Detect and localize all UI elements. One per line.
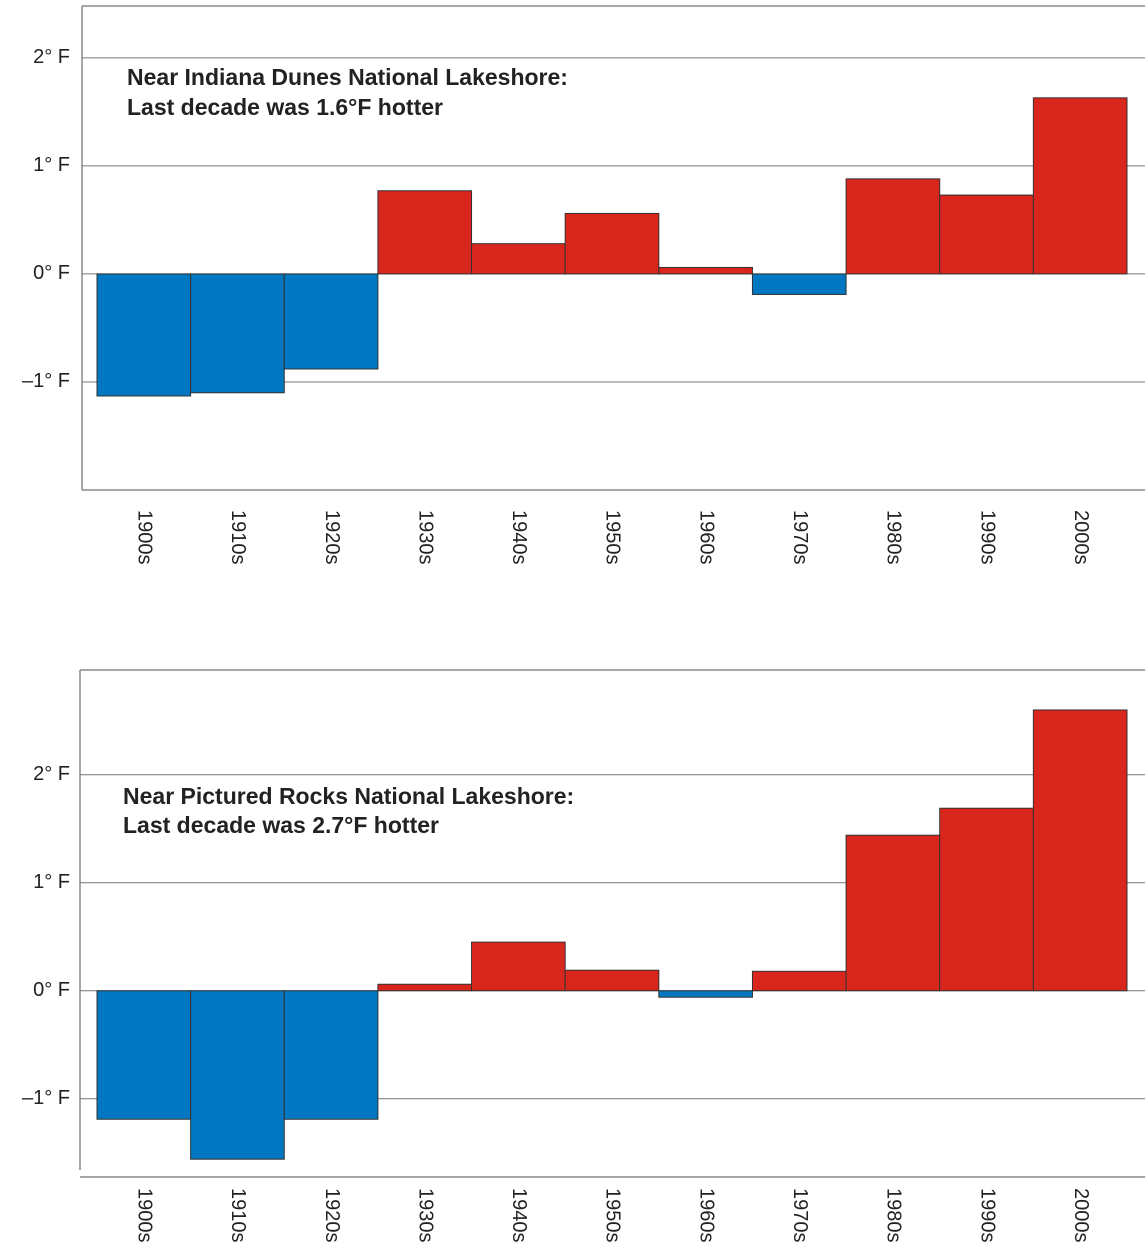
annotation: Last decade was 2.7°F hotter bbox=[123, 812, 439, 838]
x-tick-label: 1940s bbox=[508, 510, 530, 565]
bar bbox=[564, 969, 660, 992]
bar bbox=[1032, 709, 1128, 992]
annotation: Near Indiana Dunes National Lakeshore: bbox=[127, 64, 568, 90]
y-tick-label: 2° F bbox=[33, 46, 70, 68]
x-tick-label: 1940s bbox=[508, 1188, 530, 1243]
y-tick-label: 0° F bbox=[33, 262, 70, 284]
annotation: Last decade was 1.6°F hotter bbox=[127, 94, 443, 120]
x-tick-label: 2000s bbox=[1070, 510, 1092, 565]
bar bbox=[96, 273, 192, 397]
x-tick-label: 2000s bbox=[1070, 1188, 1092, 1243]
x-tick-label: 1960s bbox=[695, 510, 717, 565]
bar bbox=[377, 190, 473, 275]
x-tick-label: 1960s bbox=[695, 1188, 717, 1243]
bar bbox=[190, 990, 285, 1160]
bar bbox=[564, 212, 660, 275]
y-tick-label: 0° F bbox=[33, 979, 70, 1001]
x-tick-label: 1970s bbox=[789, 510, 811, 565]
bar bbox=[283, 990, 379, 1120]
bar bbox=[1032, 97, 1128, 275]
y-tick-label: 1° F bbox=[33, 871, 70, 893]
bar bbox=[471, 941, 566, 992]
y-tick-label: –1° F bbox=[22, 370, 70, 392]
annotation: Near Pictured Rocks National Lakeshore: bbox=[123, 783, 574, 809]
bar bbox=[658, 266, 753, 275]
x-tick-label: 1990s bbox=[976, 510, 998, 564]
x-tick-label: 1920s bbox=[321, 510, 343, 565]
x-tick-label: 1910s bbox=[227, 1188, 249, 1243]
bar bbox=[658, 990, 753, 998]
x-tick-label: 1980s bbox=[883, 510, 905, 565]
bar bbox=[751, 970, 847, 992]
bar bbox=[283, 273, 379, 370]
bar bbox=[845, 178, 941, 275]
bar bbox=[377, 983, 473, 992]
y-tick-label: 2° F bbox=[33, 763, 70, 785]
x-tick-label: 1930s bbox=[414, 1188, 436, 1243]
x-tick-label: 1900s bbox=[134, 510, 156, 565]
x-tick-label: 1950s bbox=[602, 510, 624, 565]
bar bbox=[471, 243, 566, 275]
bar bbox=[939, 194, 1034, 275]
x-tick-label: 1970s bbox=[789, 1188, 811, 1243]
x-tick-label: 1950s bbox=[602, 1188, 624, 1243]
x-tick-label: 1930s bbox=[414, 510, 436, 565]
x-tick-label: 1920s bbox=[321, 1188, 343, 1243]
bar bbox=[845, 834, 941, 992]
bar bbox=[96, 990, 192, 1120]
x-tick-label: 1910s bbox=[227, 510, 249, 565]
x-tick-label: 1990s bbox=[976, 1188, 998, 1243]
y-tick-label: 1° F bbox=[33, 154, 70, 176]
bar bbox=[939, 807, 1034, 992]
x-tick-label: 1980s bbox=[883, 1188, 905, 1243]
bar bbox=[751, 273, 847, 295]
bar bbox=[190, 273, 285, 394]
y-tick-label: –1° F bbox=[22, 1087, 70, 1109]
x-tick-label: 1900s bbox=[134, 1188, 156, 1243]
